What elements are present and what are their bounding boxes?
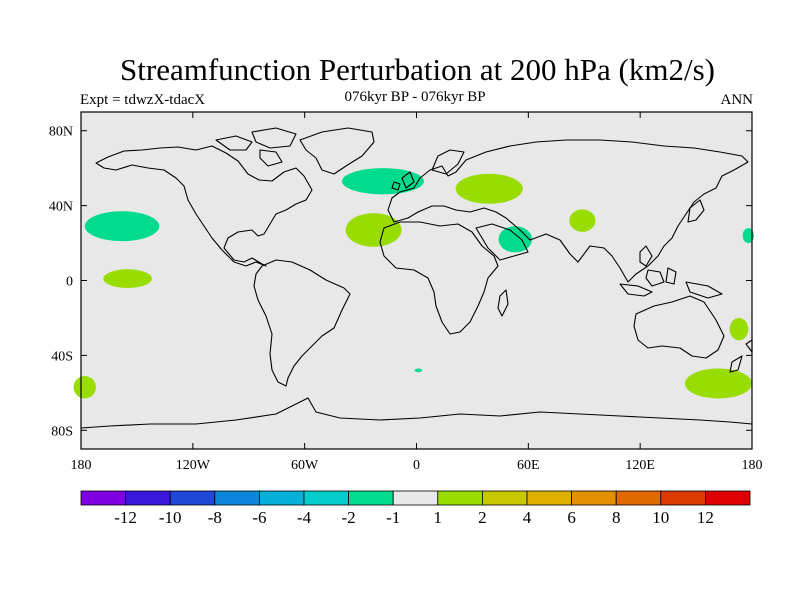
- lat-tick-label: 80S: [51, 424, 73, 439]
- anomaly-contours: [73, 168, 754, 399]
- colorbar-swatch: [481, 490, 528, 506]
- lon-tick-label: 0: [413, 458, 420, 473]
- colorbar-swatch: [348, 490, 394, 506]
- coastline-north-america: [95, 145, 313, 267]
- colorbar-swatch: [125, 490, 171, 506]
- colorbar: -12 -10 -8 -6 -4 -2 -1 1 2 4 6 8 10 12: [80, 490, 751, 527]
- lon-tick-label: 180: [742, 458, 763, 473]
- positive-anomaly-region: [569, 209, 596, 232]
- positive-anomaly-region: [73, 375, 96, 399]
- season-label: ANN: [720, 92, 754, 108]
- colorbar-swatch: [437, 490, 483, 506]
- lat-tick-label: 0: [66, 275, 73, 290]
- coastline-arctic-islands: [215, 127, 297, 167]
- colorbar-label: 2: [478, 508, 487, 527]
- coastline-greenland: [299, 127, 375, 175]
- colorbar-swatch: [80, 490, 126, 506]
- positive-anomaly-region: [455, 173, 523, 204]
- lon-tick-label: 60W: [291, 458, 319, 473]
- latitude-axis: 80N 40N 0 40S 80S: [49, 125, 752, 439]
- colorbar-swatch: [392, 490, 439, 506]
- colorbar-label: -1: [386, 508, 400, 527]
- plot-title: Streamfunction Perturbation at 200 hPa (…: [120, 52, 715, 87]
- coastline-british-isles: [391, 171, 415, 191]
- coastline-madagascar: [497, 289, 509, 317]
- coastline-antarctica: [80, 397, 753, 429]
- colorbar-label: 4: [523, 508, 532, 527]
- experiment-label: Expt = tdwzX-tdacX: [80, 92, 206, 108]
- coastline-africa: [379, 221, 499, 335]
- lon-tick-label: 180: [71, 458, 92, 473]
- coastline-scandinavia: [431, 149, 465, 175]
- negative-anomaly-region: [341, 168, 424, 195]
- coastline-japan: [687, 199, 705, 223]
- colorbar-swatch: [169, 490, 216, 506]
- lat-tick-label: 80N: [49, 125, 73, 140]
- colorbar-swatch: [214, 490, 260, 506]
- colorbar-label: -10: [159, 508, 182, 527]
- coastline-arabia: [475, 223, 529, 261]
- negative-anomaly-region: [742, 228, 754, 244]
- colorbar-swatch: [526, 490, 572, 506]
- positive-anomaly-region: [345, 213, 402, 247]
- lon-tick-label: 120W: [176, 458, 211, 473]
- positive-anomaly-region: [103, 269, 152, 288]
- longitude-axis: 180 120W 60W 0 60E 120E 180: [71, 112, 763, 473]
- colorbar-label: -4: [297, 508, 312, 527]
- colorbar-swatch: [258, 490, 305, 506]
- coastlines: [80, 127, 753, 429]
- colorbar-label: 12: [697, 508, 714, 527]
- colorbar-swatch: [303, 490, 349, 506]
- colorbar-label: 6: [567, 508, 576, 527]
- negative-anomaly-region: [498, 226, 533, 253]
- colorbar-label: -2: [342, 508, 356, 527]
- lon-tick-label: 60E: [517, 458, 540, 473]
- coastline-maritime-asia: [619, 245, 723, 299]
- colorbar-label: 1: [434, 508, 443, 527]
- colorbar-swatch: [705, 490, 751, 506]
- lon-tick-label: 120E: [625, 458, 655, 473]
- colorbar-swatch: [571, 490, 617, 506]
- colorbar-label: 8: [612, 508, 621, 527]
- coastline-australia: [633, 295, 725, 359]
- positive-anomaly-region: [684, 368, 752, 399]
- lat-tick-label: 40S: [51, 349, 73, 364]
- lat-tick-label: 40N: [49, 200, 73, 215]
- coastline-eurasia: [387, 139, 749, 283]
- colorbar-swatch: [615, 490, 662, 506]
- colorbar-label: -12: [114, 508, 137, 527]
- colorbar-label: -6: [252, 508, 266, 527]
- map-background: [81, 112, 752, 449]
- colorbar-label: 10: [652, 508, 669, 527]
- negative-anomaly-region: [84, 211, 160, 242]
- plot-subtitle: 076kyr BP - 076kyr BP: [344, 89, 486, 105]
- colorbar-swatch: [660, 490, 706, 506]
- positive-anomaly-region: [729, 317, 749, 341]
- coastline-south-america: [253, 259, 351, 387]
- colorbar-label: -8: [208, 508, 222, 527]
- negative-anomaly-region: [414, 368, 423, 373]
